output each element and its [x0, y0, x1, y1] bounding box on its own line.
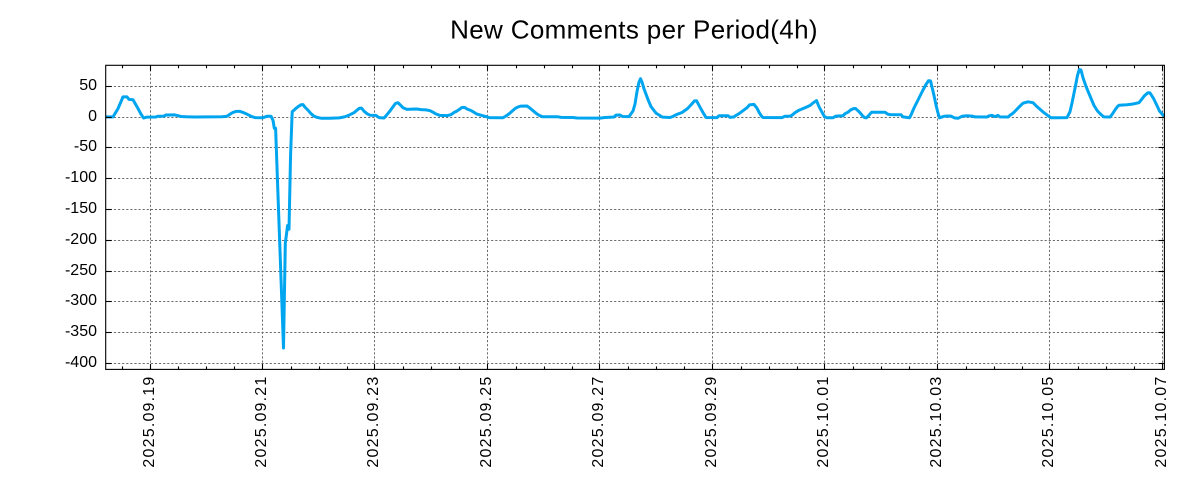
svg-text:2025.09.23: 2025.09.23: [365, 376, 382, 468]
svg-text:New Comments per Period(4h): New Comments per Period(4h): [450, 15, 818, 45]
svg-text:2025.09.19: 2025.09.19: [141, 376, 158, 468]
svg-text:2025.09.25: 2025.09.25: [478, 376, 495, 468]
svg-text:-300: -300: [65, 292, 97, 309]
svg-text:0: 0: [88, 108, 97, 125]
svg-text:-250: -250: [65, 262, 97, 279]
svg-text:2025.10.01: 2025.10.01: [815, 376, 832, 468]
svg-text:-100: -100: [65, 169, 97, 186]
svg-text:2025.09.21: 2025.09.21: [253, 376, 270, 468]
svg-text:-150: -150: [65, 200, 97, 217]
svg-text:-50: -50: [74, 138, 97, 155]
svg-text:2025.09.27: 2025.09.27: [590, 376, 607, 468]
svg-text:-400: -400: [65, 354, 97, 371]
svg-text:2025.09.29: 2025.09.29: [703, 376, 720, 468]
svg-text:50: 50: [79, 77, 97, 94]
svg-text:2025.10.03: 2025.10.03: [928, 376, 945, 468]
svg-text:-200: -200: [65, 231, 97, 248]
svg-text:2025.10.05: 2025.10.05: [1040, 376, 1057, 468]
svg-text:-350: -350: [65, 323, 97, 340]
svg-text:2025.10.07: 2025.10.07: [1153, 376, 1170, 468]
